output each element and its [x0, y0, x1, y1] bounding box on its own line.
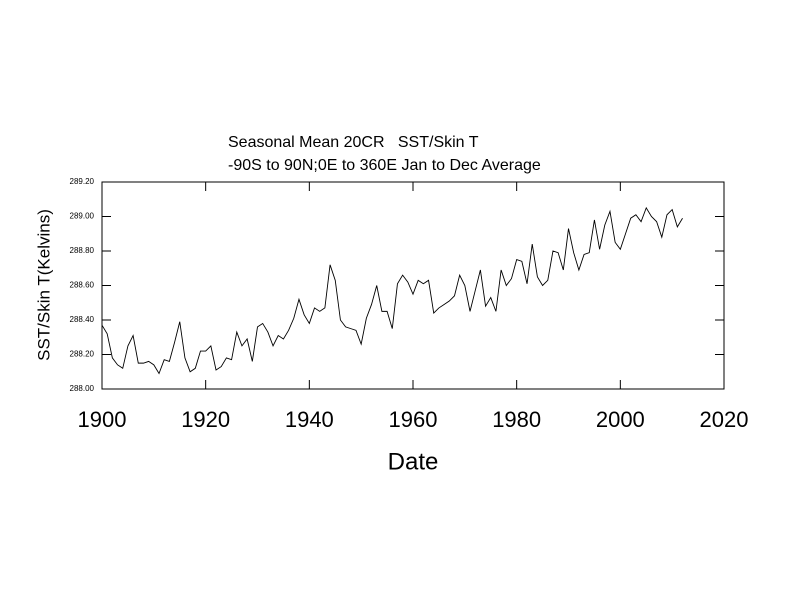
x-axis-label: Date	[388, 448, 439, 475]
x-tick-label: 1920	[181, 407, 230, 432]
y-tick-label: 289.00	[70, 212, 95, 221]
y-tick-label: 288.60	[70, 281, 95, 290]
x-tick-label: 2020	[700, 407, 749, 432]
chart-title: Seasonal Mean 20CR SST/Skin T	[228, 134, 479, 151]
y-tick-label: 288.40	[70, 315, 95, 324]
y-tick-label: 288.20	[70, 350, 95, 359]
x-tick-label: 1960	[389, 407, 438, 432]
x-tick-label: 1900	[78, 407, 127, 432]
y-tick-label: 288.00	[70, 384, 95, 393]
x-tick-label: 1980	[492, 407, 541, 432]
y-tick-label: 289.20	[70, 177, 95, 186]
chart-subtitle: -90S to 90N;0E to 360E Jan to Dec Averag…	[228, 157, 541, 174]
x-tick-label: 1940	[285, 407, 334, 432]
data-line	[101, 206, 683, 375]
plot-frame	[101, 181, 725, 390]
y-tick-label: 288.80	[70, 246, 95, 255]
x-tick-label: 2000	[596, 407, 645, 432]
y-axis-label: SST/Skin T(Kelvins)	[34, 209, 53, 361]
